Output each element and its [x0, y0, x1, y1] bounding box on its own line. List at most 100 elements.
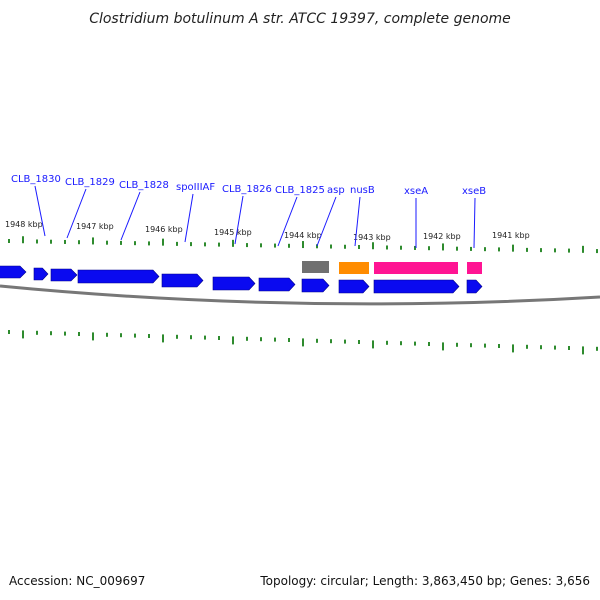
- other_rna-feature[interactable]: [339, 262, 369, 274]
- tick-minor: [596, 249, 598, 254]
- tick-minor: [568, 248, 570, 253]
- tick-minor: [218, 336, 220, 340]
- gene-label[interactable]: xseA: [404, 186, 428, 197]
- tick-minor: [64, 331, 66, 336]
- tick-minor: [316, 338, 318, 343]
- tick-minor: [78, 332, 80, 336]
- gene-feature[interactable]: [33, 267, 49, 281]
- tick-major: [162, 334, 164, 343]
- gene-label[interactable]: xseB: [462, 186, 486, 197]
- gene-label[interactable]: CLB_1826: [222, 184, 272, 195]
- tick-major: [22, 236, 24, 244]
- genome-backbone: [0, 284, 600, 306]
- tick-major: [442, 342, 444, 351]
- tick-minor: [78, 240, 80, 245]
- kbp-label: 1941 kbp: [492, 231, 530, 240]
- gene-label[interactable]: CLB_1828: [119, 180, 169, 191]
- label-leader-line: [316, 196, 337, 247]
- tick-minor: [64, 239, 66, 244]
- tick-minor: [540, 248, 542, 253]
- tick-minor: [204, 242, 206, 247]
- gene-label[interactable]: asp: [327, 185, 345, 196]
- gene-feature[interactable]: [373, 279, 460, 294]
- gene-feature[interactable]: [161, 273, 204, 288]
- tick-minor: [526, 247, 528, 252]
- tick-minor: [330, 339, 332, 344]
- tick-major: [582, 245, 584, 253]
- gene-feature[interactable]: [0, 265, 27, 279]
- gene-label[interactable]: CLB_1825: [275, 185, 325, 196]
- gene-label[interactable]: spoIIIAF: [176, 182, 215, 193]
- gene-feature[interactable]: [338, 279, 370, 294]
- highlight-feature[interactable]: [374, 262, 458, 274]
- tick-major: [302, 241, 304, 249]
- highlight-feature[interactable]: [467, 262, 482, 274]
- gene-feature[interactable]: [301, 278, 330, 293]
- tick-minor: [470, 343, 472, 348]
- tick-minor: [526, 344, 528, 349]
- gene-feature[interactable]: [466, 279, 483, 294]
- kbp-label: 1942 kbp: [423, 232, 461, 241]
- tick-minor: [190, 242, 192, 247]
- accession-text: Accession: NC_009697: [9, 574, 146, 588]
- kbp-label: 1944 kbp: [284, 231, 322, 240]
- kbp-labels: 1948 kbp 1947 kbp 1946 kbp 1945 kbp 1944 kbp…: [5, 220, 530, 242]
- tick-major: [92, 332, 94, 341]
- tick-major: [92, 237, 94, 245]
- label-leader-line: [66, 188, 87, 239]
- tick-major: [582, 346, 584, 355]
- tick-minor: [8, 330, 10, 334]
- tick-minor: [428, 342, 430, 346]
- label-leader-line: [277, 196, 298, 247]
- tick-minor: [36, 239, 38, 244]
- gene-label-lines: [34, 185, 476, 249]
- gene-label[interactable]: CLB_1830: [11, 174, 61, 185]
- tick-major: [232, 336, 234, 345]
- tick-minor: [470, 246, 472, 251]
- tick-minor: [218, 242, 220, 247]
- tick-minor: [358, 340, 360, 344]
- tick-major: [512, 344, 514, 353]
- trna-feature[interactable]: [302, 261, 329, 273]
- tick-minor: [554, 248, 556, 253]
- tick-minor: [568, 346, 570, 350]
- tick-minor: [246, 243, 248, 248]
- tick-minor: [316, 244, 318, 249]
- gene-label[interactable]: CLB_1829: [65, 177, 115, 188]
- tick-major: [442, 243, 444, 251]
- tick-minor: [260, 337, 262, 342]
- topology-summary: Topology: circular; Length: 3,863,450 bp…: [260, 574, 590, 588]
- tick-minor: [330, 244, 332, 249]
- kbp-label: 1946 kbp: [145, 225, 183, 234]
- genome-title: Clostridium botulinum A str. ATCC 19397,…: [89, 11, 511, 27]
- tick-minor: [120, 240, 122, 245]
- tick-minor: [106, 332, 108, 337]
- gene-feature[interactable]: [50, 268, 78, 282]
- tick-minor: [148, 334, 150, 338]
- tick-minor: [400, 341, 402, 346]
- tick-minor: [414, 341, 416, 346]
- tick-minor: [8, 239, 10, 243]
- tick-major: [232, 239, 234, 247]
- tick-minor: [344, 339, 346, 344]
- tick-minor: [176, 241, 178, 246]
- tick-minor: [50, 331, 52, 336]
- tick-row-outer: [8, 236, 598, 254]
- tick-major: [512, 244, 514, 252]
- gene-feature[interactable]: [212, 276, 256, 291]
- gene-feature[interactable]: [77, 269, 160, 284]
- tick-minor: [204, 335, 206, 340]
- gene-label[interactable]: nusB: [350, 185, 375, 196]
- tick-major: [372, 340, 374, 349]
- tick-minor: [456, 342, 458, 347]
- tick-minor: [386, 245, 388, 250]
- gene-feature[interactable]: [258, 277, 296, 292]
- tick-minor: [428, 246, 430, 251]
- tick-row-inner: [8, 330, 598, 355]
- tick-minor: [400, 245, 402, 250]
- tick-minor: [456, 246, 458, 251]
- gene-labels: CLB_1830 CLB_1829 CLB_1828 spoIIIAF CLB_1826…: [11, 174, 486, 197]
- tick-minor: [344, 244, 346, 249]
- tick-minor: [148, 241, 150, 246]
- tick-minor: [484, 247, 486, 252]
